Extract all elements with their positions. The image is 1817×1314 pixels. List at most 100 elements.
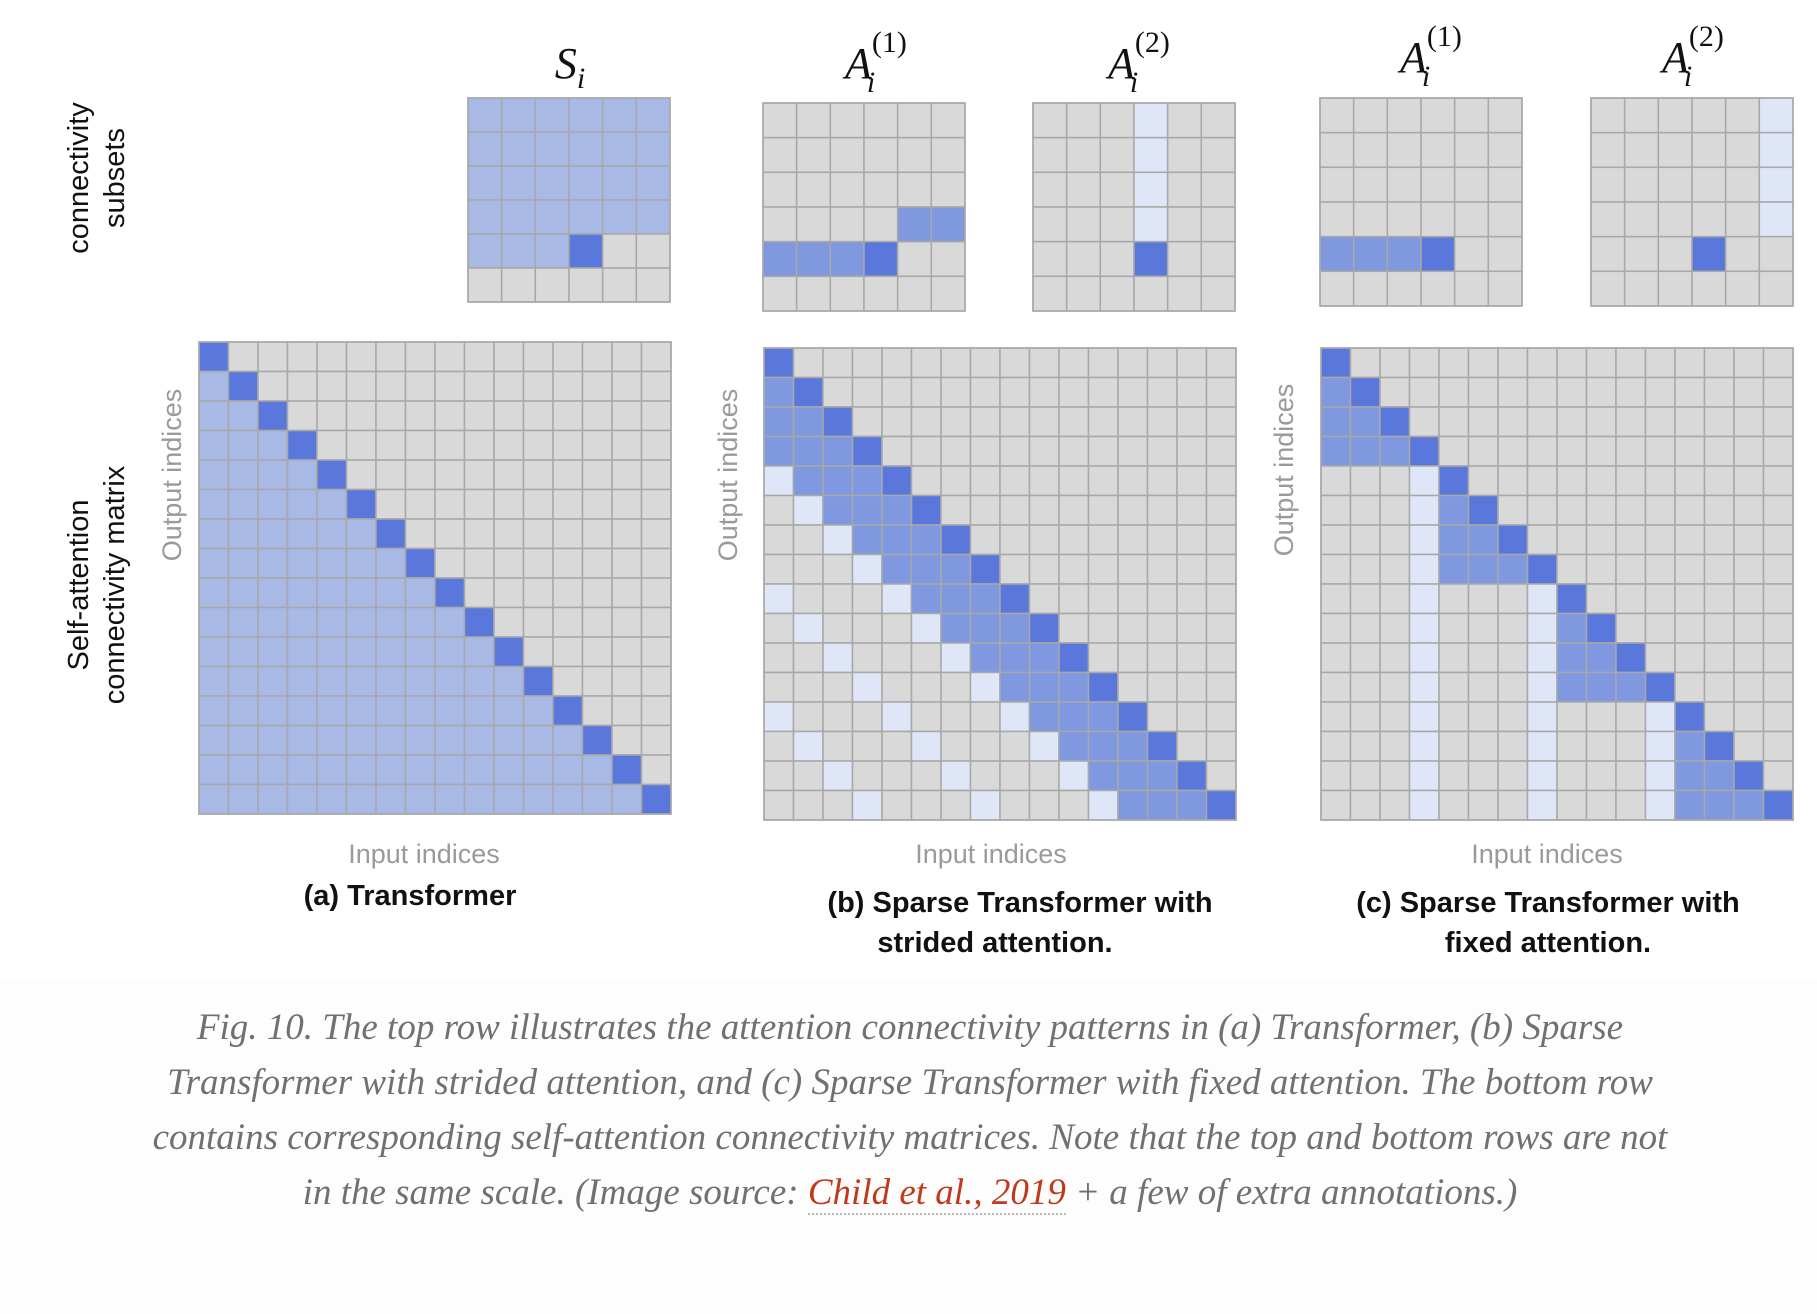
grid-cell [1644,406,1676,438]
grid-cell [1176,789,1208,821]
grid-cell [1032,275,1068,312]
grid-cell [969,612,1001,644]
grid-cell [1526,524,1558,556]
grid-cell [1032,240,1068,278]
grid-cell [375,636,407,668]
grid-cell [1644,642,1676,674]
grid-cell [552,665,584,697]
grid-cell [522,695,554,727]
grid-cell [1028,376,1060,408]
grid-cell [316,754,348,786]
grid-cell [640,400,672,432]
grid-cell [1497,524,1529,556]
grid-cell [1386,235,1422,273]
grid-cell [257,429,289,461]
grid-cell [1319,97,1355,134]
grid-cell [463,577,495,609]
grid-cell [1087,612,1119,644]
grid-cell [1703,612,1735,644]
grid-cell [792,347,824,379]
grid-cell [1352,131,1389,169]
grid-cell [1703,671,1735,703]
grid-cell [792,671,824,703]
grid-cell [1379,347,1411,379]
grid-border [467,97,671,303]
grid-cell [1379,730,1411,762]
grid-cell [1438,465,1470,497]
grid-cell [1205,494,1237,526]
grid-cell [1205,465,1237,497]
grid-cell [1467,789,1499,821]
grid-cell [227,518,259,550]
grid-cell [1733,789,1765,821]
grid-cell [969,701,1001,733]
grid-cell [522,341,554,373]
grid-cell [1176,642,1208,674]
grid-cell [930,275,966,312]
grid-cell [940,494,972,526]
source-link[interactable]: Child et al., 2019 [807,1172,1066,1215]
grid-cell [198,341,230,373]
grid-cell [257,754,289,786]
grid-cell [316,400,348,432]
grid-cell [316,459,348,491]
grid-cell [611,429,643,461]
grid-cell [1176,524,1208,556]
grid-cell [1585,701,1617,733]
grid-cell [1526,760,1558,792]
grid-cell [1205,583,1237,615]
grid-cell [1703,347,1735,379]
grid-cell [316,695,348,727]
grid-cell [1349,347,1381,379]
grid-cell [1176,553,1208,585]
grid-cell [552,695,584,727]
grid-cell [1087,435,1119,467]
matrix-grid-a [198,341,672,815]
grid-cell [1117,760,1149,792]
grid-cell [1320,465,1352,497]
grid-cell [1320,435,1352,467]
grid-cell [1205,524,1237,556]
grid-cell [1065,136,1102,174]
grid-cell [345,429,377,461]
grid-cell [999,465,1031,497]
grid-cell [581,724,613,756]
grid-cell [763,789,795,821]
grid-cell [611,518,643,550]
grid-cell [881,583,913,615]
grid-cell [1028,642,1060,674]
grid-cell [1349,789,1381,821]
axis-y-label-c: Output indices [1269,384,1299,557]
grid-cell [1762,406,1794,438]
grid-cell [1467,465,1499,497]
grid-cell [1146,494,1178,526]
grid-cell [640,370,672,402]
grid-cell [1585,347,1617,379]
grid-cell [1615,465,1647,497]
grid-cell [881,435,913,467]
grid-cell [863,171,899,208]
grid-cell [763,465,795,497]
grid-cell [581,370,613,402]
grid-cell [896,102,933,139]
grid-cell [1590,131,1626,169]
grid-cell [1674,553,1706,585]
grid-cell [1058,701,1090,733]
grid-cell [1087,730,1119,762]
grid-cell [404,341,436,373]
grid-cell [910,435,942,467]
grid-cell [611,577,643,609]
grid-cell [1724,97,1761,134]
grid-cell [1762,760,1794,792]
grid-cell [1438,347,1470,379]
grid-cell [1556,347,1588,379]
grid-cell [1320,553,1352,585]
grid-cell [1758,131,1794,169]
grid-cell [1703,406,1735,438]
grid-cell [198,547,230,579]
grid-cell [762,206,798,243]
grid-cell [257,783,289,815]
grid-cell [1762,494,1794,526]
grid-cell [522,754,554,786]
grid-cell [1117,435,1149,467]
